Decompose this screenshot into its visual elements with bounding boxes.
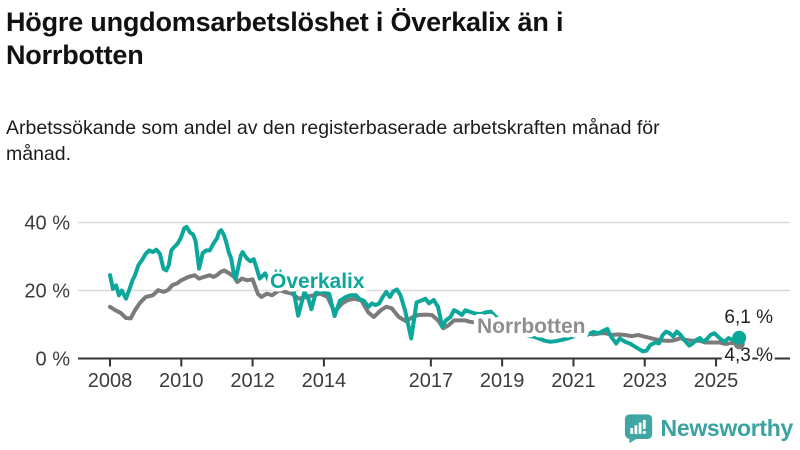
x-tick-label: 2023 bbox=[623, 370, 668, 392]
end-value-label-verkalix: 6,1 % bbox=[724, 307, 773, 328]
x-tick-label: 2010 bbox=[159, 370, 204, 392]
x-tick-label: 2012 bbox=[230, 370, 275, 392]
x-tick-label: 2021 bbox=[551, 370, 596, 392]
end-dot-verkalix bbox=[732, 330, 747, 345]
series-label-verkalix: Överkalix bbox=[270, 270, 365, 293]
y-tick-label: 20 % bbox=[24, 281, 70, 303]
x-tick-label: 2008 bbox=[88, 370, 133, 392]
x-tick-label: 2017 bbox=[409, 370, 454, 392]
norrbotten-line bbox=[108, 268, 742, 346]
chart-subtitle: Arbetssökande som andel av den registerb… bbox=[6, 117, 660, 166]
page-title: Högre ungdomsarbetslöshet i Överkalix än… bbox=[6, 7, 564, 70]
series-label-norrbotten: Norrbotten bbox=[477, 315, 586, 338]
x-tick-label: 2019 bbox=[480, 370, 525, 392]
verkalix-line bbox=[108, 224, 742, 354]
y-tick-label: 0 % bbox=[36, 349, 71, 371]
newsworthy-logo[interactable]: Newsworthy bbox=[623, 413, 793, 444]
newsworthy-wordmark: Newsworthy bbox=[660, 415, 794, 441]
end-value-label-norrbotten: 4,3 % bbox=[724, 345, 773, 366]
y-tick-label: 40 % bbox=[24, 213, 70, 235]
x-tick-label: 2014 bbox=[302, 370, 347, 392]
x-tick-label: 2025 bbox=[694, 370, 739, 392]
bar-chart-speech-bubble-icon bbox=[624, 414, 652, 444]
